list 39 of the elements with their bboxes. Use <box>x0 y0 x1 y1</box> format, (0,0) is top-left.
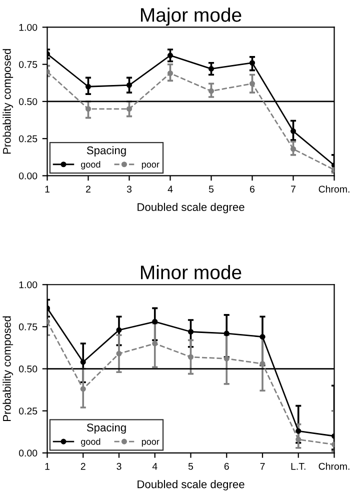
y-axis-title: Probability composed <box>2 316 14 421</box>
y-tick-label: 0.75 <box>18 323 38 330</box>
y-tick-label: 1.00 <box>19 24 38 31</box>
x-tick-label: 7 <box>260 463 265 470</box>
legend-label: good <box>81 160 100 170</box>
x-tick-label: Chrom. <box>318 185 350 193</box>
x-axis-title: Doubled scale degree <box>138 480 244 490</box>
x-tick-label: 2 <box>86 186 90 192</box>
legend-title: Spacing <box>86 146 126 156</box>
legend-label: poor <box>142 440 160 447</box>
y-tick-label: 0.00 <box>18 172 38 180</box>
y-tick-label: 0.00 <box>18 450 38 457</box>
y-tick-label: 0.25 <box>18 135 38 142</box>
x-tick-label: 4 <box>152 463 158 470</box>
x-tick-label: L.T. <box>291 463 306 470</box>
x-tick-label: Chrom. <box>318 462 350 470</box>
x-tick-label: 7 <box>291 186 296 192</box>
y-axis-title: Probability composed <box>2 49 14 154</box>
y-tick-label: 0.50 <box>18 98 38 106</box>
x-tick-label: 5 <box>208 186 214 193</box>
x-tick-label: 2 <box>80 462 86 470</box>
x-tick-label: 6 <box>250 186 255 193</box>
x-tick-label: 1 <box>45 186 50 192</box>
y-tick-label: 0.75 <box>18 61 38 68</box>
x-tick-label: 3 <box>126 186 132 193</box>
x-tick-label: 1 <box>45 463 50 470</box>
chart-title: Minor mode <box>141 264 242 280</box>
x-tick-label: 6 <box>224 462 229 470</box>
x-axis-title: Doubled scale degree <box>138 202 244 214</box>
y-tick-label: 0.50 <box>18 366 38 372</box>
legend-title: Spacing <box>86 423 126 434</box>
x-tick-label: 3 <box>116 462 122 470</box>
x-tick-label: 4 <box>168 186 173 192</box>
x-tick-label: 5 <box>188 463 194 470</box>
chart-title: Major mode <box>141 8 242 26</box>
y-tick-label: 1.00 <box>19 281 38 288</box>
y-tick-label: 0.25 <box>18 408 38 414</box>
legend-label: good <box>81 438 100 447</box>
legend-label: poor <box>142 162 160 170</box>
